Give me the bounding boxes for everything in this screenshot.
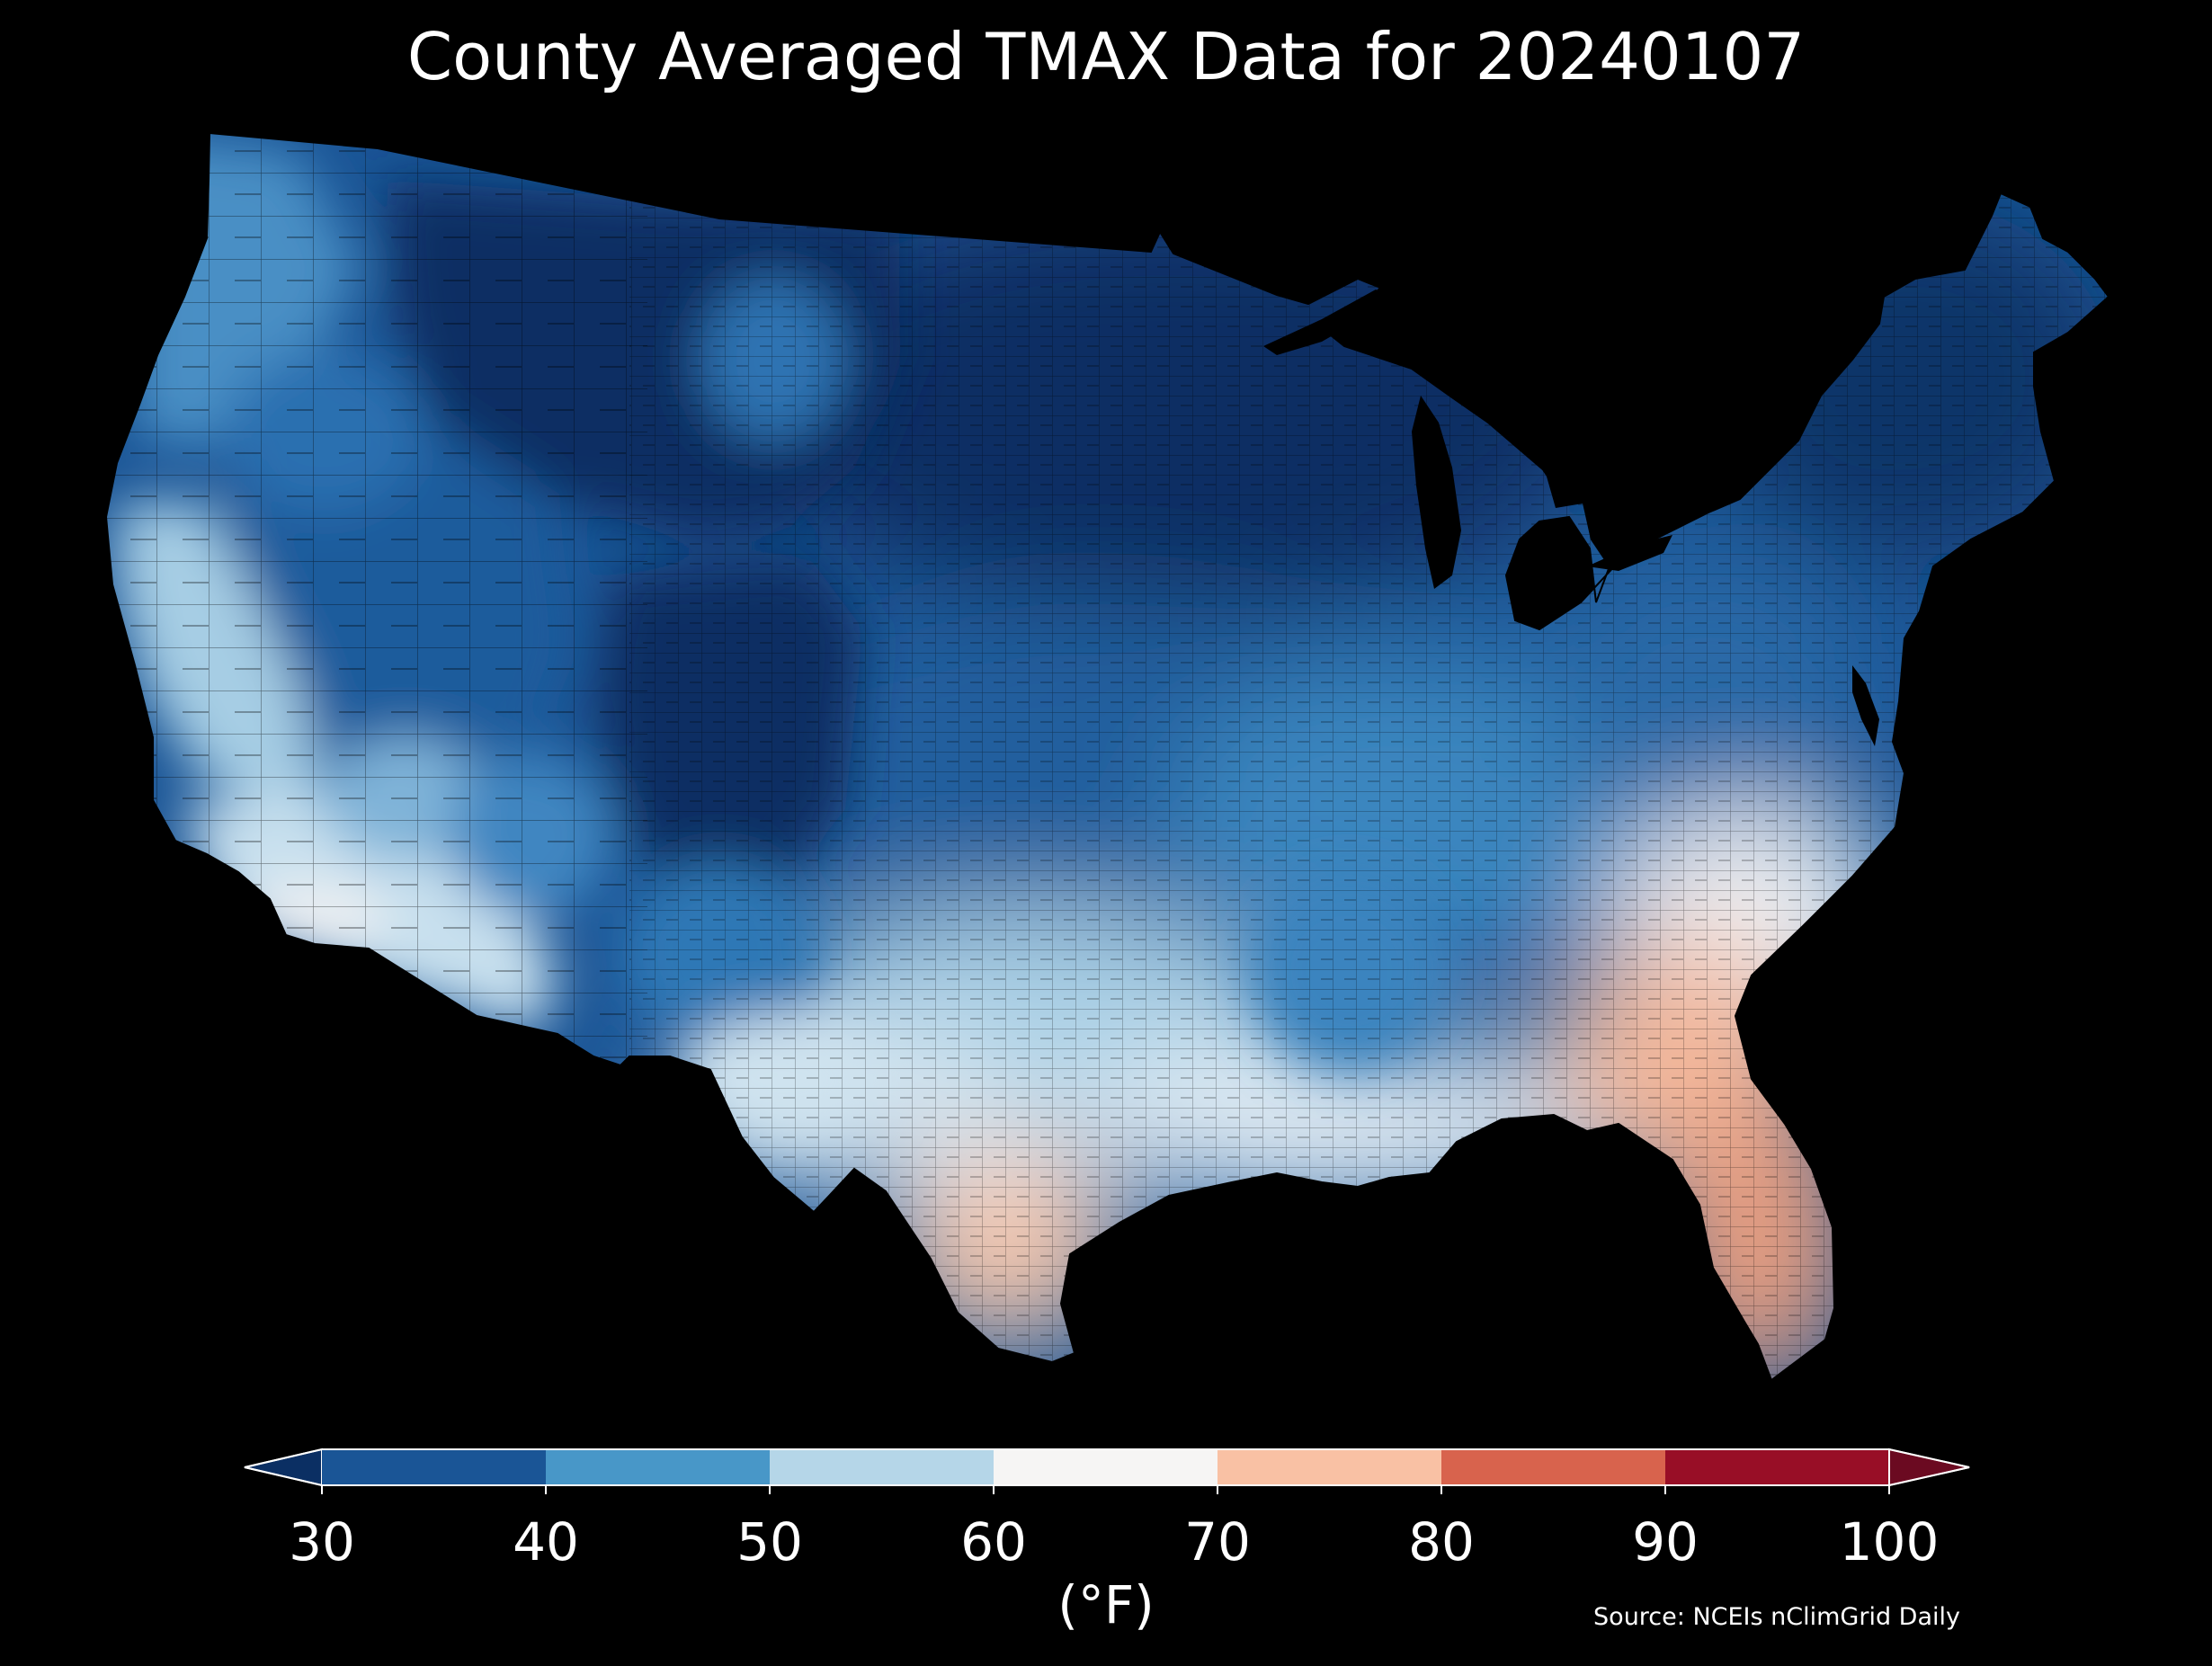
lake-erie: [1587, 535, 1672, 571]
map-title: County Averaged TMAX Data for 20240107: [406, 19, 1806, 94]
colorbar-unit-label: (°F): [1057, 1574, 1155, 1635]
colorbar-segment: [1217, 1449, 1442, 1485]
us-county-map: [105, 132, 2109, 1381]
colorbar-tick-label: 100: [1839, 1511, 1940, 1572]
great-lakes: [1263, 290, 1879, 746]
colorbar-segment: [1441, 1449, 1666, 1485]
colorbar-tick-label: 90: [1632, 1511, 1699, 1572]
colorbar-tick-label: 40: [513, 1511, 579, 1572]
colorbar-tick-label: 80: [1408, 1511, 1475, 1572]
lake-huron: [1520, 414, 1592, 508]
colorbar-segment: [770, 1449, 995, 1485]
colorbar-tick-label: 30: [289, 1511, 355, 1572]
colorbar-tick-label: 70: [1184, 1511, 1251, 1572]
colorbar-segment: [322, 1449, 547, 1485]
colorbar-tick-label: 60: [960, 1511, 1027, 1572]
colorbar-under-arrow: [244, 1448, 323, 1487]
source-attribution: Source: NCEIs nClimGrid Daily: [1593, 1603, 1960, 1631]
lake-michigan: [1412, 396, 1461, 589]
chesapeake-bay: [1852, 665, 1879, 746]
colorbar-over-arrow: [1888, 1448, 1970, 1487]
colorbar-segment: [1665, 1449, 1890, 1485]
colorbar-segment: [546, 1449, 771, 1485]
lake-superior: [1263, 290, 1389, 355]
colorbar-segment: [994, 1449, 1218, 1485]
colorbar-tick-label: 50: [736, 1511, 803, 1572]
